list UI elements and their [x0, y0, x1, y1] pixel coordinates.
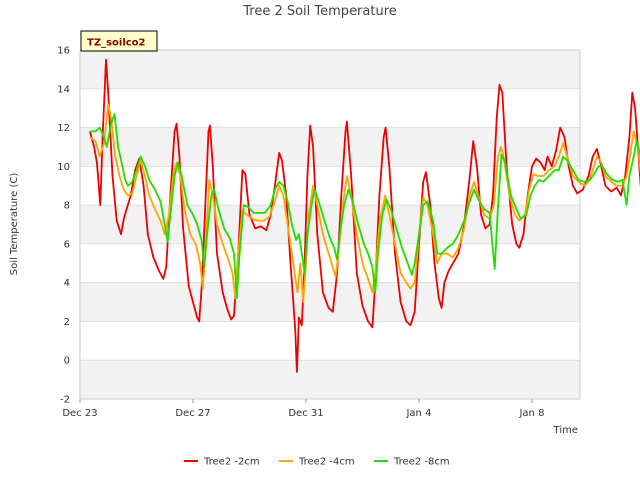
x-axis: Dec 23 Dec 27 Dec 31 Jan 4 Jan 8	[62, 399, 544, 419]
legend: Tree2 -2cm Tree2 -4cm Tree2 -8cm	[184, 457, 450, 468]
plot-background	[79, 49, 581, 400]
legend-label-3: Tree2 -8cm	[393, 457, 450, 468]
series-line-2	[89, 103, 640, 303]
y-axis-label: Soil Temperature (C)	[9, 173, 20, 276]
x-tick-label: Dec 31	[288, 408, 323, 419]
y-tick-label: 4	[64, 278, 70, 289]
y-tick-label: 16	[57, 46, 70, 57]
x-tick-label: Jan 8	[518, 408, 544, 419]
x-tick-label: Dec 27	[175, 408, 210, 419]
grid-band	[80, 282, 580, 322]
site-tag: TZ_soilco2	[80, 30, 158, 52]
series-lines	[89, 58, 640, 373]
y-tick-label: 12	[57, 123, 70, 134]
plot-border	[79, 49, 581, 400]
y-axis: -2 0 2 4 6 8 10 12 14 16	[57, 46, 70, 406]
y-tick-label: 6	[64, 239, 70, 250]
y-tick-label: -2	[60, 395, 70, 406]
x-tick-label: Jan 4	[405, 408, 431, 419]
legend-label-2: Tree2 -4cm	[298, 457, 355, 468]
y-tick-label: 0	[64, 356, 70, 367]
site-tag-label: TZ_soilco2	[87, 38, 146, 49]
series-line-1	[89, 58, 640, 373]
legend-label-1: Tree2 -2cm	[203, 457, 260, 468]
y-tick-label: 8	[64, 201, 70, 212]
grid-band	[80, 360, 580, 399]
chart-title: Tree 2 Soil Temperature	[242, 4, 397, 19]
grid-band	[80, 50, 580, 89]
y-tick-label: 10	[57, 162, 70, 173]
site-tag-box	[80, 30, 158, 52]
x-tick-label: Dec 23	[62, 408, 97, 419]
y-tick-label: 2	[64, 317, 70, 328]
series-line-3	[89, 113, 640, 300]
y-tick-label: 14	[57, 84, 70, 95]
x-axis-label: Time	[553, 425, 578, 436]
